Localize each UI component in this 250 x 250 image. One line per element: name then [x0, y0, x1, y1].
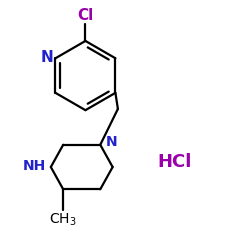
Text: Cl: Cl — [77, 8, 94, 23]
Text: CH$_3$: CH$_3$ — [50, 212, 77, 228]
Text: N: N — [106, 135, 117, 149]
Text: N: N — [40, 50, 53, 64]
Text: NH: NH — [23, 159, 46, 173]
Text: HCl: HCl — [157, 153, 192, 171]
